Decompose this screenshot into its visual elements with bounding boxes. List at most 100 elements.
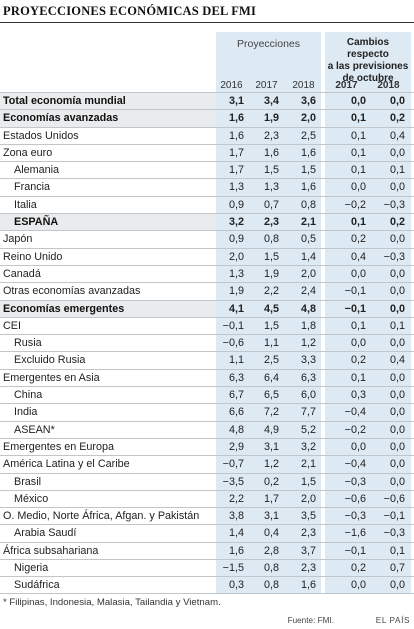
table-row: Arabia Saudí 1,4 0,4 2,3 −1,6 −0,3 (0, 524, 414, 541)
row-value: 2,2 (228, 492, 244, 505)
row-value: 0,8 (263, 233, 279, 246)
row-value: 3,2 (228, 216, 244, 229)
row-value: 0,2 (350, 562, 366, 575)
row-label: Canadá (3, 267, 41, 280)
row-value: 6,5 (263, 389, 279, 402)
row-value: 0,0 (389, 371, 405, 384)
row-value: 1,7 (228, 164, 244, 177)
year-header-2017: 2017 (255, 80, 278, 91)
row-value: 0,0 (350, 337, 366, 350)
row-value: 6,6 (228, 406, 244, 419)
row-label: México (14, 492, 49, 505)
row-label: CEI (3, 319, 21, 332)
row-label: África subsahariana (3, 544, 99, 557)
top-divider (0, 22, 414, 23)
row-value: 6,0 (300, 389, 316, 402)
row-value: 1,6 (300, 146, 316, 159)
table-row: Estados Unidos 1,6 2,3 2,5 0,1 0,4 (0, 126, 414, 144)
row-value: 3,1 (228, 95, 244, 107)
row-value: 0,2 (350, 354, 366, 367)
row-value: 0,1 (389, 544, 405, 557)
row-value: 2,0 (300, 492, 316, 505)
row-label: Nigeria (14, 562, 49, 575)
row-value: 0,7 (263, 198, 279, 211)
row-value: 0,2 (350, 233, 366, 246)
row-label: Japón (3, 233, 33, 246)
table-row: América Latina y el Caribe −0,7 1,2 2,1 −0,4… (0, 455, 414, 472)
row-value: 0,0 (389, 146, 405, 159)
row-value: 3,1 (263, 440, 279, 453)
row-value: −1,6 (344, 527, 366, 540)
row-label: Emergentes en Asia (3, 371, 100, 384)
row-value: −0,6 (222, 337, 244, 350)
row-value: 2,3 (263, 216, 279, 229)
row-value: 7,7 (300, 406, 316, 419)
row-value: 7,2 (263, 406, 279, 419)
row-value: 2,1 (300, 216, 316, 229)
row-label: Italia (14, 198, 37, 211)
table-row: Emergentes en Asia 6,3 6,4 6,3 0,1 0,0 (0, 368, 414, 386)
row-value: −0,7 (222, 458, 244, 471)
row-value: 1,5 (263, 319, 279, 332)
table-row: Brasil −3,5 0,2 1,5 −0,3 0,0 (0, 472, 414, 490)
row-value: 0,7 (389, 562, 405, 575)
row-value: −0,1 (222, 319, 244, 332)
row-value: −3,5 (222, 475, 244, 488)
changes-header-line: Cambios respecto (346, 37, 390, 60)
row-value: 0,1 (350, 319, 366, 332)
row-value: 0,0 (389, 233, 405, 246)
row-value: −0,1 (383, 510, 405, 523)
row-label: Otras economías avanzadas (3, 285, 141, 298)
changes-header: Cambios respecto a las previsiones de oc… (325, 37, 411, 85)
row-value: 1,5 (300, 164, 316, 177)
row-value: 0,3 (350, 389, 366, 402)
row-value: 4,8 (228, 423, 244, 436)
row-value: 4,1 (228, 302, 244, 315)
row-value: 2,3 (300, 527, 316, 540)
row-value: 2,1 (300, 458, 316, 471)
row-value: 3,2 (300, 440, 316, 453)
row-value: 1,6 (263, 146, 279, 159)
row-value: 1,4 (228, 527, 244, 540)
row-value: 0,1 (350, 164, 366, 177)
row-value: 2,5 (263, 354, 279, 367)
row-value: −0,3 (383, 198, 405, 211)
data-table: Total economía mundial 3,1 3,4 3,6 0,0 0,0 Eco… (0, 92, 414, 594)
row-value: 0,0 (389, 406, 405, 419)
table-row: Economías avanzadas 1,6 1,9 2,0 0,1 0,2 (0, 109, 414, 127)
row-value: −0,1 (344, 302, 366, 315)
row-value: 0,4 (350, 250, 366, 263)
row-value: 2,2 (263, 285, 279, 298)
row-value: −0,4 (344, 406, 366, 419)
table-row: India 6,6 7,2 7,7 −0,4 0,0 (0, 403, 414, 420)
row-value: 1,7 (263, 492, 279, 505)
row-value: 0,9 (228, 198, 244, 211)
row-value: 5,2 (300, 423, 316, 436)
row-label: China (14, 389, 43, 402)
row-value: 2,4 (300, 285, 316, 298)
row-value: 2,3 (263, 129, 279, 142)
row-label: Total economía mundial (3, 95, 126, 107)
row-value: 1,6 (228, 129, 244, 142)
row-value: 0,1 (389, 319, 405, 332)
row-label: Estados Unidos (3, 129, 79, 142)
row-value: 0,1 (350, 129, 366, 142)
row-value: 1,7 (228, 146, 244, 159)
row-value: 0,0 (389, 458, 405, 471)
row-label: Rusia (14, 337, 42, 350)
row-value: 1,4 (300, 250, 316, 263)
row-value: 1,6 (228, 112, 244, 125)
row-label: ASEAN* (14, 423, 55, 436)
table-row: Rusia −0,6 1,1 1,2 0,0 0,0 (0, 334, 414, 351)
row-value: 0,0 (389, 475, 405, 488)
row-value: 6,7 (228, 389, 244, 402)
row-value: 1,1 (228, 354, 244, 367)
year-header-2016: 2016 (220, 80, 243, 91)
table-row: ESPAÑA 3,2 2,3 2,1 0,1 0,2 (0, 213, 414, 231)
table-row: Sudáfrica 0,3 0,8 1,6 0,0 0,0 (0, 576, 414, 593)
row-value: −1,5 (222, 562, 244, 575)
row-value: 1,8 (300, 319, 316, 332)
table-row: CEI −0,1 1,5 1,8 0,1 0,1 (0, 316, 414, 334)
changes-header-line: de octubre (342, 73, 394, 84)
table-row: O. Medio, Norte África, Afgan. y Pakistá… (0, 507, 414, 524)
